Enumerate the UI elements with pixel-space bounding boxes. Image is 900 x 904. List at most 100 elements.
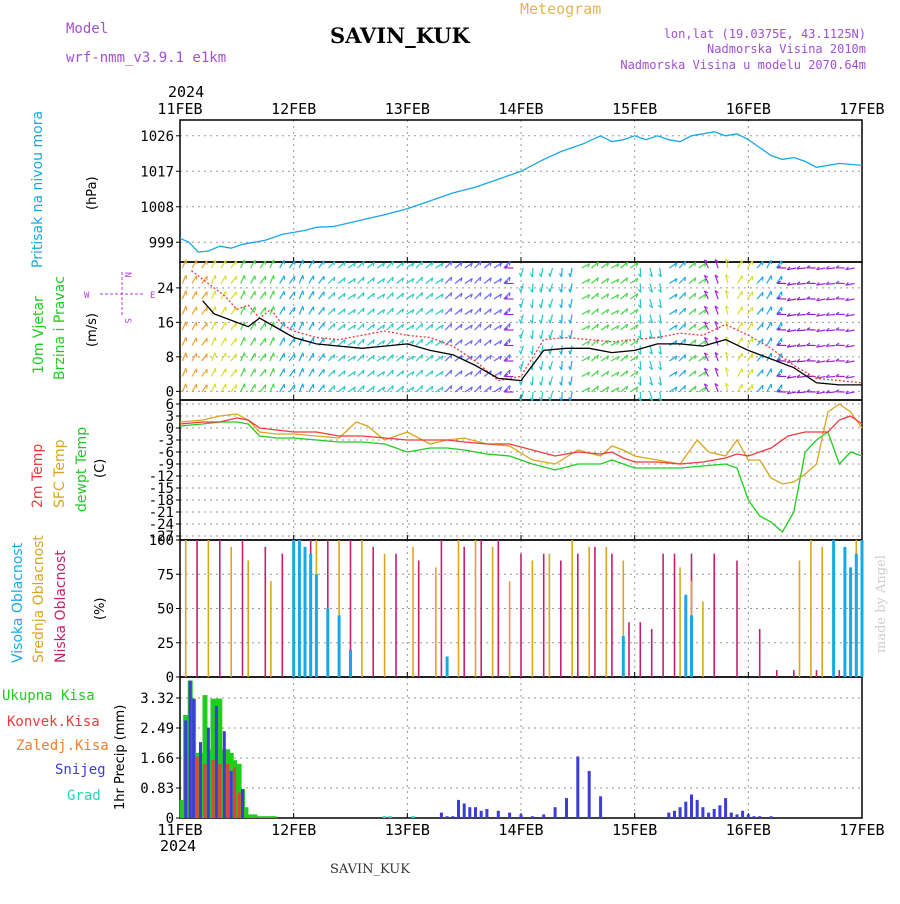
cloud-unit: (%) bbox=[93, 598, 108, 621]
compass-e: E bbox=[150, 291, 155, 301]
y-tick-label: 0 bbox=[166, 811, 174, 827]
y-tick-label: 3.32 bbox=[140, 691, 174, 707]
y-tick-label: 0.83 bbox=[140, 781, 174, 797]
precip-bar-total bbox=[248, 814, 253, 818]
y-tick-label: 100 bbox=[149, 533, 174, 549]
legend-frozen: Zaledj.Kisa bbox=[16, 738, 109, 754]
precip-bar-snow bbox=[230, 771, 233, 818]
meteogram-title: Meteogram bbox=[520, 0, 601, 18]
precip-bar-conv bbox=[233, 767, 236, 818]
y-tick-label: 16 bbox=[157, 315, 174, 331]
x-tick-label-bottom: 15FEB bbox=[612, 821, 657, 839]
temp-ylabel-2: SFC Temp bbox=[52, 439, 68, 508]
precip-bar-snow bbox=[599, 796, 602, 818]
x-tick-label-top: 11FEB bbox=[157, 100, 202, 118]
y-tick-label: 1026 bbox=[140, 129, 174, 145]
pressure-ylabel: Pritisak na nivou mora bbox=[30, 111, 46, 268]
precip-bar-graupel bbox=[388, 816, 392, 818]
year-label-top: 2024 bbox=[168, 83, 204, 101]
x-tick-label-bottom: 12FEB bbox=[271, 821, 316, 839]
precip-bar-total bbox=[256, 816, 261, 818]
precip-bar-total bbox=[264, 816, 269, 818]
model-elevation-label: Nadmorska Visina u modelu 2070.64m bbox=[620, 58, 866, 72]
precip-bar-snow bbox=[588, 771, 591, 818]
precip-bar-snow bbox=[531, 816, 534, 818]
x-tick-label-bottom: 14FEB bbox=[498, 821, 543, 839]
x-tick-label-top: 16FEB bbox=[726, 100, 771, 118]
precip-bar-snow bbox=[684, 802, 687, 818]
model-name: wrf-nmm_v3.9.1 e1km bbox=[66, 50, 226, 66]
precip-bar-snow bbox=[508, 813, 511, 818]
compass-n: N bbox=[122, 272, 132, 277]
precip-bar-snow bbox=[718, 805, 721, 818]
temp-unit: (C) bbox=[93, 459, 108, 478]
year-label-bottom: 2024 bbox=[160, 837, 196, 855]
precip-bar-conv bbox=[218, 764, 221, 818]
precip-bar-snow bbox=[724, 798, 727, 818]
x-tick-label-top: 14FEB bbox=[498, 100, 543, 118]
credit-text: made by Angel bbox=[874, 555, 889, 653]
x-tick-label-top: 12FEB bbox=[271, 100, 316, 118]
temp-ylabel-1: 2m Temp bbox=[30, 444, 46, 508]
precip-bar-snow bbox=[440, 813, 443, 818]
precip-bar-snow bbox=[485, 809, 488, 818]
wind-ylabel-2: Brzina i Pravac bbox=[52, 276, 68, 380]
precip-bar-graupel bbox=[383, 816, 387, 818]
cloud-ylabel-mid: Srednja Oblacnost bbox=[31, 535, 47, 663]
y-tick-label: 1008 bbox=[140, 200, 174, 216]
y-tick-label: 8 bbox=[166, 350, 174, 366]
x-tick-label-bottom: 16FEB bbox=[726, 821, 771, 839]
precip-bar-conv bbox=[196, 757, 199, 819]
precip-bar-snow bbox=[667, 813, 670, 818]
precip-bar-snow bbox=[753, 816, 756, 818]
elevation-label: Nadmorska Visina 2010m bbox=[707, 42, 866, 56]
y-tick-label: 1017 bbox=[140, 164, 174, 180]
precip-bar-snow bbox=[463, 804, 466, 819]
precip-bar-snow bbox=[736, 814, 739, 818]
precip-bar-snow bbox=[207, 728, 210, 818]
precip-unit: 1hr Precip (mm) bbox=[113, 705, 128, 810]
y-tick-label: 2.49 bbox=[140, 721, 174, 737]
precip-bar-snow bbox=[446, 816, 449, 818]
legend-graupel: Grad bbox=[67, 788, 101, 804]
cloud-ylabel-high: Visoka Oblacnost bbox=[10, 542, 26, 663]
x-tick-label-bottom: 17FEB bbox=[839, 821, 884, 839]
precip-bar-snow bbox=[696, 800, 699, 818]
precip-bar-snow bbox=[673, 811, 676, 818]
precip-bar-snow bbox=[192, 699, 195, 818]
precip-bar-snow bbox=[713, 809, 716, 818]
precip-bar-snow bbox=[457, 800, 460, 818]
precip-bar-snow bbox=[542, 814, 545, 818]
precip-bar-snow bbox=[741, 811, 744, 818]
precip-bar-snow bbox=[474, 807, 477, 818]
footer-station: SAVIN_KUK bbox=[330, 862, 410, 877]
precip-bar-snow bbox=[707, 813, 710, 818]
precip-bar-graupel bbox=[411, 816, 415, 818]
precip-bar-conv bbox=[238, 793, 241, 818]
cloud-ylabel-low: Niska Oblacnost bbox=[53, 550, 69, 663]
pressure-unit: (hPa) bbox=[85, 176, 100, 210]
precip-bar-snow bbox=[730, 813, 733, 818]
y-tick-label: 999 bbox=[149, 235, 174, 251]
x-tick-label-top: 13FEB bbox=[385, 100, 430, 118]
compass-w: W bbox=[84, 291, 90, 301]
x-tick-label-top: 15FEB bbox=[612, 100, 657, 118]
wind-ylabel-1: 10m Vjetar bbox=[31, 296, 47, 374]
precip-bar-snow bbox=[679, 807, 682, 818]
precip-bar-snow bbox=[480, 811, 483, 818]
legend-snow: Snijeg bbox=[55, 762, 106, 778]
precip-bar-snow bbox=[770, 816, 773, 818]
precip-bar-snow bbox=[565, 798, 568, 818]
temp-ylabel-3: dewpt Temp bbox=[74, 427, 90, 512]
precip-bar-snow bbox=[554, 807, 557, 818]
precip-bar-total bbox=[243, 807, 248, 818]
precip-bar-snow bbox=[520, 814, 523, 818]
lonlat-label: lon,lat (19.0375E, 43.1125N) bbox=[664, 27, 866, 41]
precip-bar-conv bbox=[212, 760, 215, 818]
precip-bar-snow bbox=[758, 816, 761, 818]
compass-s: S bbox=[122, 318, 132, 323]
y-tick-label: 1.66 bbox=[140, 751, 174, 767]
x-tick-label-bottom: 13FEB bbox=[385, 821, 430, 839]
